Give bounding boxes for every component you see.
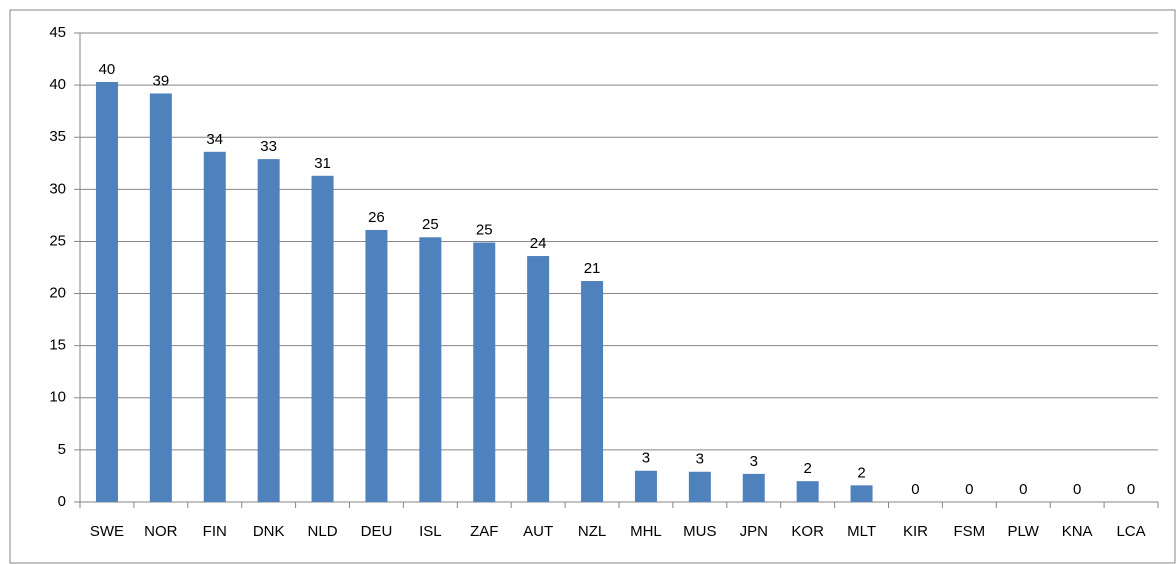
x-tick-label: ZAF xyxy=(470,523,498,540)
y-tick-label: 30 xyxy=(49,180,66,197)
bar xyxy=(257,159,280,502)
x-tick-label: NLD xyxy=(308,523,338,540)
y-tick-label: 45 xyxy=(49,24,66,41)
x-tick-label: FIN xyxy=(203,523,227,540)
x-tick-label: MHL xyxy=(630,523,662,540)
x-tick-label: ISL xyxy=(419,523,442,540)
chart-frame xyxy=(9,9,1176,564)
data-label: 40 xyxy=(99,61,116,78)
bar xyxy=(203,151,226,502)
data-label: 26 xyxy=(368,209,385,226)
data-label: 0 xyxy=(965,481,973,498)
data-label: 0 xyxy=(1073,481,1081,498)
x-tick-label: AUT xyxy=(523,523,553,540)
data-label: 31 xyxy=(314,155,331,172)
x-tick-label: DNK xyxy=(253,523,285,540)
data-label: 25 xyxy=(476,221,493,238)
data-label: 33 xyxy=(260,138,277,155)
y-tick-label: 10 xyxy=(49,389,66,406)
y-tick-label: 35 xyxy=(49,128,66,145)
bar xyxy=(527,256,550,502)
bar xyxy=(634,470,657,502)
data-label: 34 xyxy=(206,131,223,148)
data-label: 0 xyxy=(1019,481,1027,498)
y-tick-label: 5 xyxy=(58,441,66,458)
data-label: 0 xyxy=(911,481,919,498)
y-tick-label: 40 xyxy=(49,76,66,93)
y-tick-label: 25 xyxy=(49,232,66,249)
x-tick-label: NZL xyxy=(578,523,606,540)
data-label: 24 xyxy=(530,235,547,252)
y-tick-label: 0 xyxy=(58,493,66,510)
data-label: 3 xyxy=(642,450,650,467)
x-tick-label: KOR xyxy=(791,523,824,540)
x-tick-label: JPN xyxy=(740,523,768,540)
x-tick-label: LCA xyxy=(1116,523,1145,540)
bar xyxy=(473,242,496,502)
bar xyxy=(850,485,873,502)
bar xyxy=(581,281,604,502)
bar xyxy=(365,229,388,503)
x-tick-label: MUS xyxy=(683,523,716,540)
bar xyxy=(311,175,334,503)
data-label: 21 xyxy=(584,260,601,277)
y-tick-label: 15 xyxy=(49,337,66,354)
data-label: 0 xyxy=(1127,481,1135,498)
x-tick-label: KNA xyxy=(1062,523,1093,540)
data-label: 39 xyxy=(153,72,170,89)
x-tick-label: MLT xyxy=(847,523,876,540)
bar xyxy=(95,81,118,503)
bar xyxy=(419,237,442,502)
x-tick-label: FSM xyxy=(954,523,986,540)
bar xyxy=(149,93,172,503)
bar xyxy=(742,473,765,502)
x-tick-label: DEU xyxy=(361,523,393,540)
data-label: 25 xyxy=(422,216,439,233)
x-tick-label: PLW xyxy=(1008,523,1040,540)
data-label: 3 xyxy=(750,453,758,470)
data-label: 3 xyxy=(696,451,704,468)
bar xyxy=(796,481,819,502)
bar xyxy=(688,471,711,502)
data-label: 2 xyxy=(857,464,865,481)
data-label: 2 xyxy=(803,460,811,477)
y-tick-label: 20 xyxy=(49,285,66,302)
x-tick-label: SWE xyxy=(90,523,124,540)
x-tick-label: NOR xyxy=(144,523,178,540)
x-tick-label: KIR xyxy=(903,523,928,540)
